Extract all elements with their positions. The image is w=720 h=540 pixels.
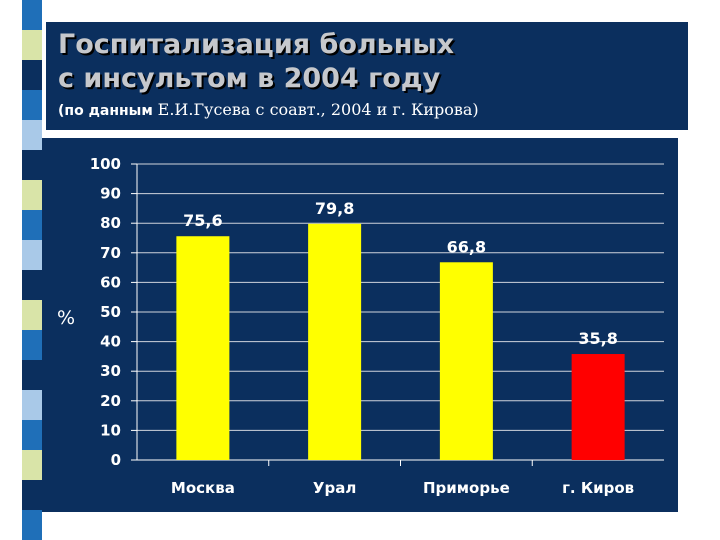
- bar: [571, 354, 625, 460]
- y-tick-label: 70: [100, 244, 121, 262]
- data-label: 35,8: [578, 329, 617, 348]
- bar: [176, 236, 230, 460]
- x-tick-label: Урал: [313, 479, 356, 497]
- x-tick-label: г. Киров: [562, 479, 634, 497]
- data-label: 79,8: [315, 199, 354, 218]
- page-title-line1: Госпитализация больных: [58, 29, 455, 60]
- y-axis-label: %: [57, 307, 75, 329]
- y-tick-label: 10: [100, 421, 121, 439]
- title-panel: Госпитализация больных с инсультом в 200…: [46, 22, 688, 130]
- y-tick-label: 80: [100, 214, 121, 232]
- y-tick-label: 90: [100, 185, 121, 203]
- bar: [308, 223, 362, 460]
- bar-chart: 0 10 20 30 40 50 60 70 80 90 100% 75,6 Москва 79,8 Ура…: [57, 155, 664, 497]
- x-tick-label: Москва: [171, 479, 235, 497]
- y-tick-label: 20: [100, 392, 121, 410]
- bar: [439, 262, 493, 460]
- subtitle: (по данным Е.И.Гусева с соавт., 2004 и г…: [58, 100, 676, 119]
- y-tick-label: 60: [100, 273, 121, 291]
- y-tick-label: 50: [100, 303, 121, 321]
- page-title-line2: с инсультом в 2004 году: [58, 63, 441, 94]
- y-tick-label: 100: [90, 155, 121, 173]
- x-tick-label: Приморье: [423, 479, 510, 497]
- data-label: 75,6: [183, 211, 222, 230]
- subtitle-prefix: (по данным: [58, 103, 153, 119]
- decorative-stripes: [22, 0, 42, 540]
- data-label: 66,8: [447, 237, 486, 256]
- y-tick-label: 30: [100, 362, 121, 380]
- y-tick-label: 0: [111, 451, 121, 469]
- y-tick-label: 40: [100, 333, 121, 351]
- subtitle-source: Е.И.Гусева с соавт., 2004 и г. Кирова): [157, 100, 479, 119]
- chart-panel: 0 10 20 30 40 50 60 70 80 90 100% 75,6 Москва 79,8 Ура…: [42, 138, 678, 512]
